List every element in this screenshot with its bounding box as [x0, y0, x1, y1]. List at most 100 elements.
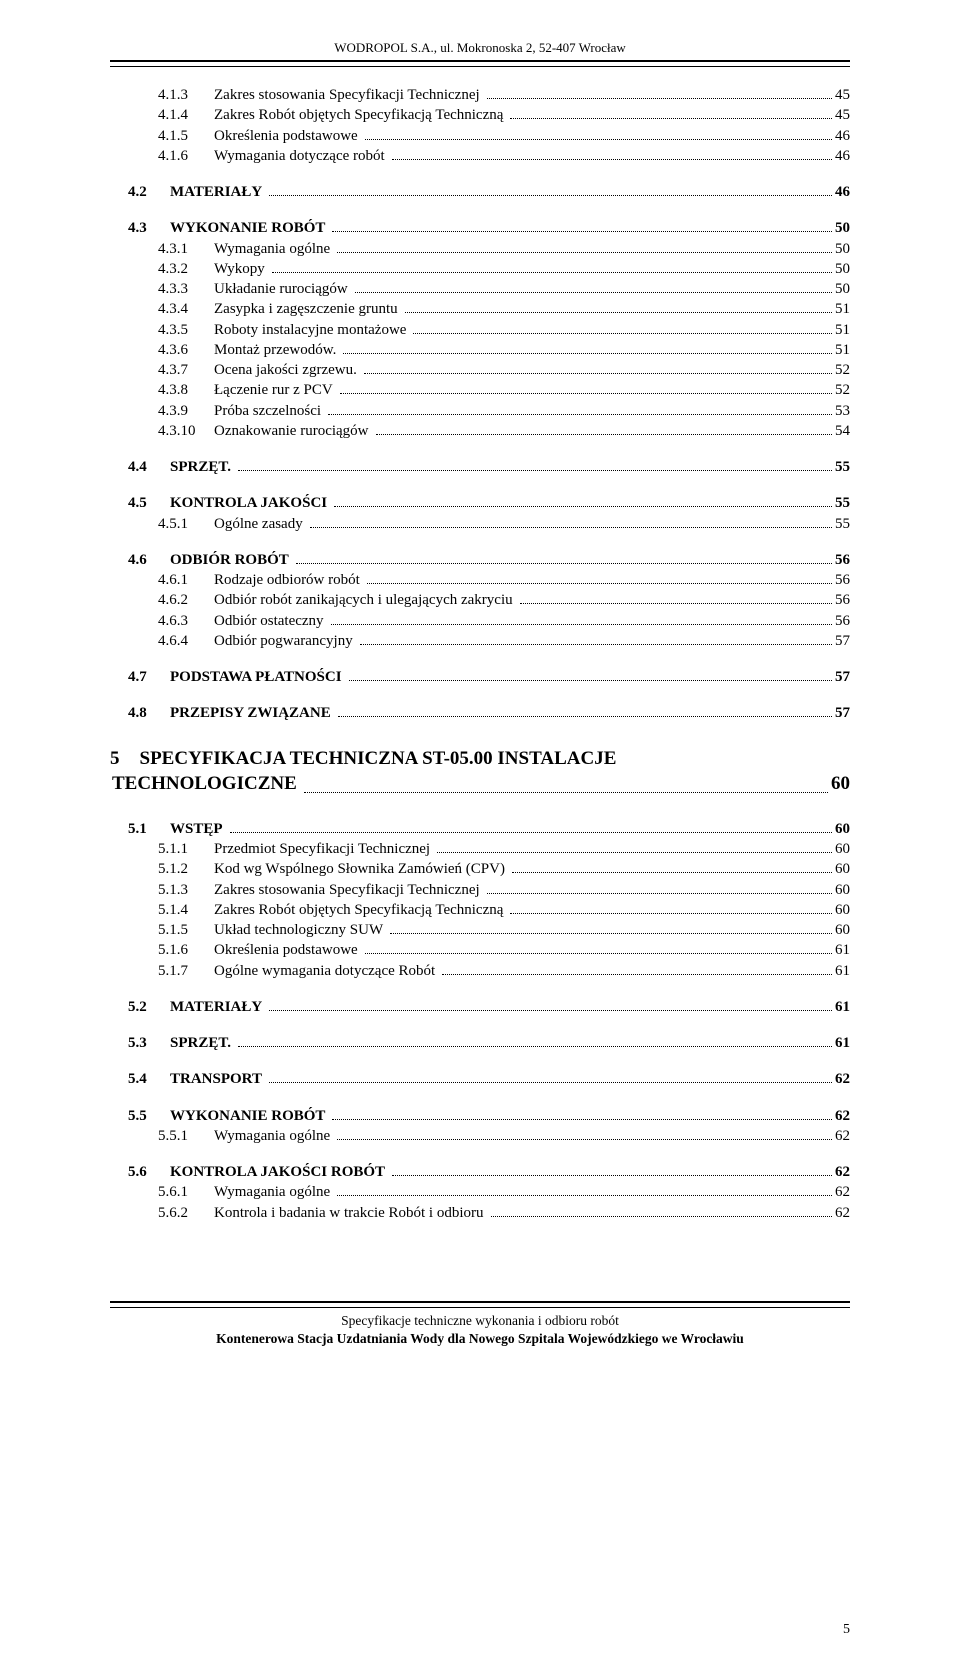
- header-rule: [110, 60, 850, 67]
- toc-leader-dots: [332, 1119, 832, 1120]
- toc-page-ref: 61: [835, 961, 850, 981]
- toc-entry-num: 5.1.5: [158, 920, 212, 940]
- toc-entry-label: Wykopy: [212, 259, 269, 279]
- toc-entry-label: Wymagania ogólne: [212, 1182, 334, 1202]
- toc-entry-label: PODSTAWA PŁATNOŚCI: [168, 667, 346, 687]
- toc-spacer: [110, 534, 850, 550]
- toc-page-ref: 53: [835, 401, 850, 421]
- toc-entry-label: Układanie rurociągów: [212, 279, 352, 299]
- toc-leader-dots: [310, 527, 832, 528]
- toc-page-ref: 56: [835, 570, 850, 590]
- toc-chapter: 5SPECYFIKACJA TECHNICZNA ST-05.00 INSTAL…: [110, 746, 850, 797]
- toc-entry-label: Zakres stosowania Specyfikacji Techniczn…: [212, 880, 484, 900]
- toc-page-ref: 61: [835, 1033, 850, 1053]
- toc-leader-dots: [331, 624, 832, 625]
- toc-section: 4.4SPRZĘT.55: [110, 457, 850, 477]
- toc-leader-dots: [487, 893, 832, 894]
- toc-subsection: 4.3.3Układanie rurociągów50: [110, 279, 850, 299]
- toc-entry-label: Ocena jakości zgrzewu.: [212, 360, 361, 380]
- toc-entry-num: 4.2: [128, 182, 168, 202]
- toc-entry-label: Odbiór ostateczny: [212, 611, 328, 631]
- toc-page-ref: 46: [835, 126, 850, 146]
- toc-page-ref: 46: [835, 182, 850, 202]
- toc-page-ref: 50: [835, 279, 850, 299]
- toc-entry-num: 4.3.10: [158, 421, 212, 441]
- toc-leader-dots: [360, 644, 832, 645]
- toc-page-ref: 50: [835, 218, 850, 238]
- toc-leader-dots: [337, 1139, 832, 1140]
- toc-entry-num: 4.4: [128, 457, 168, 477]
- toc-leader-dots: [337, 252, 832, 253]
- toc-leader-dots: [437, 852, 832, 853]
- toc-entry-num: 4.6.1: [158, 570, 212, 590]
- toc-leader-dots: [343, 353, 832, 354]
- toc-entry-label: Zakres stosowania Specyfikacji Techniczn…: [212, 85, 484, 105]
- toc-subsection: 5.6.2Kontrola i badania w trakcie Robót …: [110, 1203, 850, 1223]
- toc-entry-label: Próba szczelności: [212, 401, 325, 421]
- toc-leader-dots: [296, 563, 832, 564]
- toc-page-ref: 51: [835, 340, 850, 360]
- toc-page-ref: 56: [835, 590, 850, 610]
- toc-leader-dots: [340, 393, 832, 394]
- toc-entry-num: 4.3.7: [158, 360, 212, 380]
- toc-leader-dots: [491, 1216, 832, 1217]
- toc-entry-num: 4.3.8: [158, 380, 212, 400]
- toc-spacer: [110, 166, 850, 182]
- toc-page-ref: 56: [835, 550, 850, 570]
- page-footer: Specyfikacje techniczne wykonania i odbi…: [110, 1312, 850, 1348]
- toc-chapter-line: 5SPECYFIKACJA TECHNICZNA ST-05.00 INSTAL…: [110, 746, 850, 772]
- toc-subsection: 4.3.1Wymagania ogólne50: [110, 239, 850, 259]
- toc-section: 5.6KONTROLA JAKOŚCI ROBÓT62: [110, 1162, 850, 1182]
- toc-spacer: [110, 1090, 850, 1106]
- toc-subsection: 5.5.1Wymagania ogólne62: [110, 1126, 850, 1146]
- document-page: WODROPOL S.A., ul. Mokronoska 2, 52-407 …: [0, 0, 960, 1678]
- toc-section: 5.2MATERIAŁY61: [110, 997, 850, 1017]
- toc-entry-num: 5.1.2: [158, 859, 212, 879]
- toc-entry-label: Montaż przewodów.: [212, 340, 340, 360]
- toc-entry-num: 5.6.2: [158, 1203, 212, 1223]
- toc-leader-dots: [367, 583, 832, 584]
- toc-entry-num: 4.3.1: [158, 239, 212, 259]
- toc-page-ref: 56: [835, 611, 850, 631]
- toc-entry-label: Odbiór pogwarancyjny: [212, 631, 357, 651]
- toc-page-ref: 60: [835, 839, 850, 859]
- toc-chapter-num: 5: [110, 746, 140, 772]
- toc-page-ref: 60: [835, 920, 850, 940]
- toc-leader-dots: [269, 1010, 832, 1011]
- toc-page-ref: 52: [835, 360, 850, 380]
- toc-subsection: 4.5.1Ogólne zasady55: [110, 514, 850, 534]
- toc-entry-num: 5.4: [128, 1069, 168, 1089]
- toc-page-ref: 55: [835, 457, 850, 477]
- toc-entry-num: 4.6.3: [158, 611, 212, 631]
- toc-page-ref: 52: [835, 380, 850, 400]
- toc-section: 5.3SPRZĘT.61: [110, 1033, 850, 1053]
- toc-spacer: [110, 803, 850, 819]
- toc-page-ref: 62: [835, 1162, 850, 1182]
- toc-entry-num: 4.5: [128, 493, 168, 513]
- toc-spacer: [110, 441, 850, 457]
- toc-spacer: [110, 687, 850, 703]
- toc-entry-num: 4.3.6: [158, 340, 212, 360]
- toc-entry-num: 4.1.5: [158, 126, 212, 146]
- toc-page-ref: 55: [835, 493, 850, 513]
- toc-leader-dots: [487, 98, 832, 99]
- toc-section: 4.5KONTROLA JAKOŚCI55: [110, 493, 850, 513]
- toc-section: 5.4TRANSPORT62: [110, 1069, 850, 1089]
- toc-entry-label: MATERIAŁY: [168, 997, 266, 1017]
- toc-leader-dots: [238, 470, 832, 471]
- toc-leader-dots: [332, 231, 832, 232]
- toc-page-ref: 46: [835, 146, 850, 166]
- toc-entry-num: 5.6.1: [158, 1182, 212, 1202]
- toc-entry-label: Odbiór robót zanikających i ulegających …: [212, 590, 517, 610]
- toc-leader-dots: [390, 933, 832, 934]
- page-number: 5: [843, 1622, 850, 1638]
- toc-entry-label: Określenia podstawowe: [212, 940, 362, 960]
- toc-page-ref: 61: [835, 940, 850, 960]
- toc-subsection: 5.1.6Określenia podstawowe61: [110, 940, 850, 960]
- toc-leader-dots: [405, 312, 832, 313]
- toc-leader-dots: [304, 792, 828, 793]
- toc-subsection: 5.1.3Zakres stosowania Specyfikacji Tech…: [110, 880, 850, 900]
- toc-entry-num: 5.2: [128, 997, 168, 1017]
- toc-chapter-line-2: TECHNOLOGICZNE60: [110, 771, 850, 797]
- toc-entry-label: WSTĘP: [168, 819, 227, 839]
